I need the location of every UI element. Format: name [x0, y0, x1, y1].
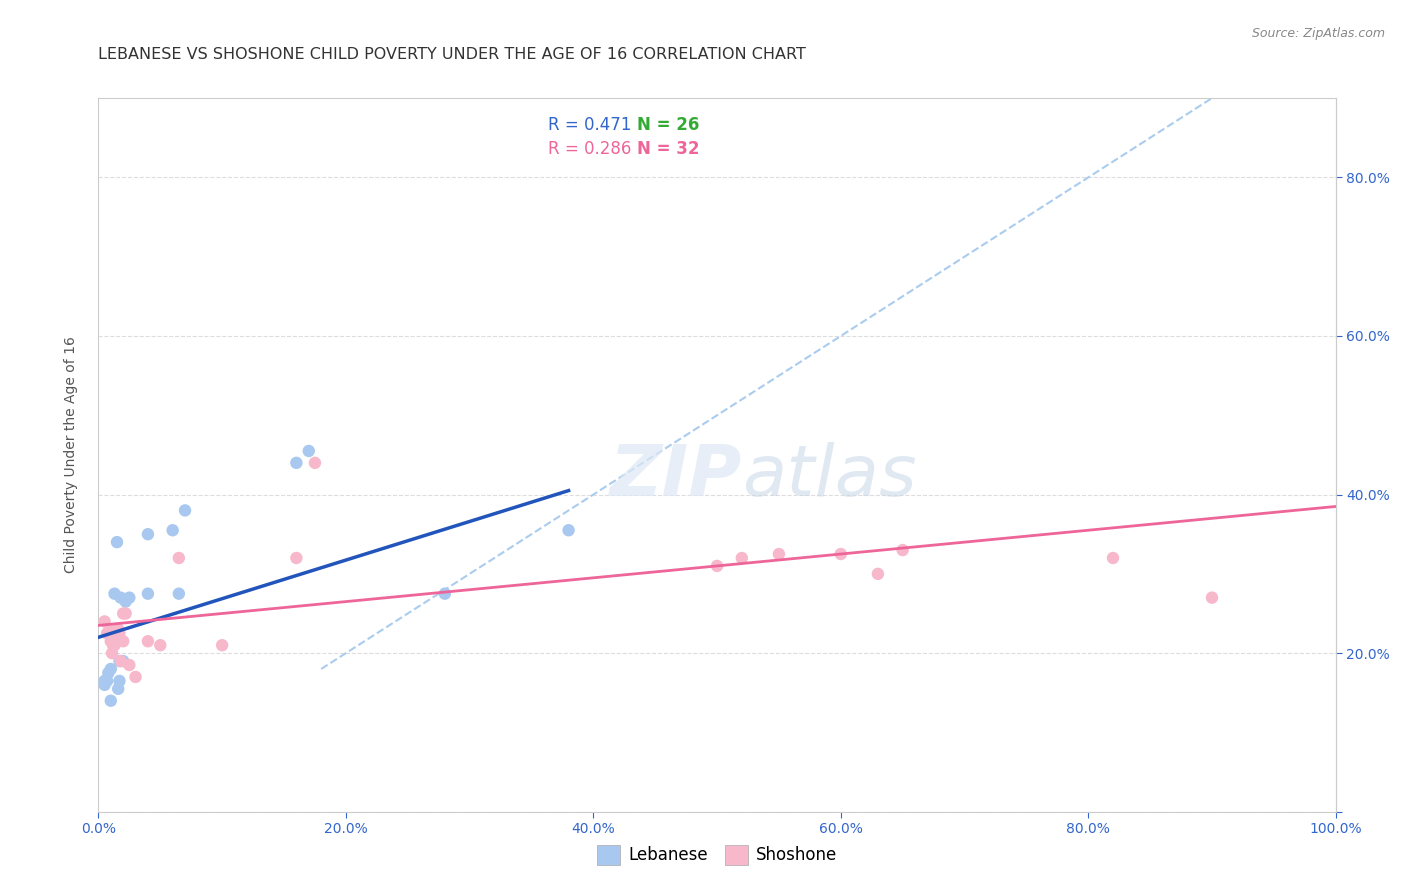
Text: N = 26: N = 26 — [637, 116, 699, 134]
Point — [103, 587, 125, 601]
Point — [866, 566, 889, 581]
Point — [107, 681, 129, 696]
Point — [136, 634, 159, 648]
Point — [891, 543, 914, 558]
Point — [105, 535, 128, 549]
Point — [108, 673, 131, 688]
Point — [557, 523, 579, 537]
Point — [211, 638, 233, 652]
Text: Source: ZipAtlas.com: Source: ZipAtlas.com — [1251, 27, 1385, 40]
Point — [174, 503, 197, 517]
Y-axis label: Child Poverty Under the Age of 16: Child Poverty Under the Age of 16 — [63, 336, 77, 574]
Point — [110, 591, 132, 605]
Point — [1102, 551, 1125, 566]
Point — [112, 654, 135, 668]
Point — [706, 558, 728, 573]
Point — [136, 587, 159, 601]
Point — [93, 615, 115, 629]
Legend: Lebanese, Shoshone: Lebanese, Shoshone — [591, 838, 844, 871]
Point — [731, 551, 754, 566]
Point — [97, 665, 120, 680]
Point — [304, 456, 326, 470]
Point — [1201, 591, 1223, 605]
Point — [103, 638, 125, 652]
Point — [103, 638, 125, 652]
Point — [433, 587, 456, 601]
Point — [107, 623, 129, 637]
Point — [93, 673, 115, 688]
Point — [101, 646, 124, 660]
Point — [93, 678, 115, 692]
Point — [108, 654, 131, 668]
Point — [103, 630, 125, 644]
Text: LEBANESE VS SHOSHONE CHILD POVERTY UNDER THE AGE OF 16 CORRELATION CHART: LEBANESE VS SHOSHONE CHILD POVERTY UNDER… — [98, 47, 806, 62]
Point — [167, 551, 190, 566]
Point — [124, 670, 146, 684]
Point — [112, 607, 135, 621]
Point — [105, 634, 128, 648]
Point — [100, 662, 122, 676]
Text: N = 32: N = 32 — [637, 141, 699, 159]
Point — [96, 626, 118, 640]
Point — [162, 523, 184, 537]
Point — [100, 634, 122, 648]
Point — [136, 527, 159, 541]
Point — [768, 547, 790, 561]
Point — [103, 638, 125, 652]
Point — [100, 694, 122, 708]
Point — [830, 547, 852, 561]
Point — [285, 551, 308, 566]
Point — [118, 658, 141, 673]
Text: atlas: atlas — [742, 442, 917, 511]
Point — [110, 654, 132, 668]
Point — [96, 673, 118, 688]
Point — [104, 630, 127, 644]
Point — [114, 607, 136, 621]
Point — [114, 594, 136, 608]
Point — [112, 634, 135, 648]
Text: ZIP: ZIP — [610, 442, 742, 511]
Point — [285, 456, 308, 470]
Point — [167, 587, 190, 601]
Point — [108, 626, 131, 640]
Point — [149, 638, 172, 652]
Point — [98, 623, 121, 637]
Point — [118, 591, 141, 605]
Text: R = 0.286: R = 0.286 — [547, 141, 631, 159]
Point — [97, 626, 120, 640]
Point — [298, 444, 321, 458]
Text: R = 0.471: R = 0.471 — [547, 116, 631, 134]
